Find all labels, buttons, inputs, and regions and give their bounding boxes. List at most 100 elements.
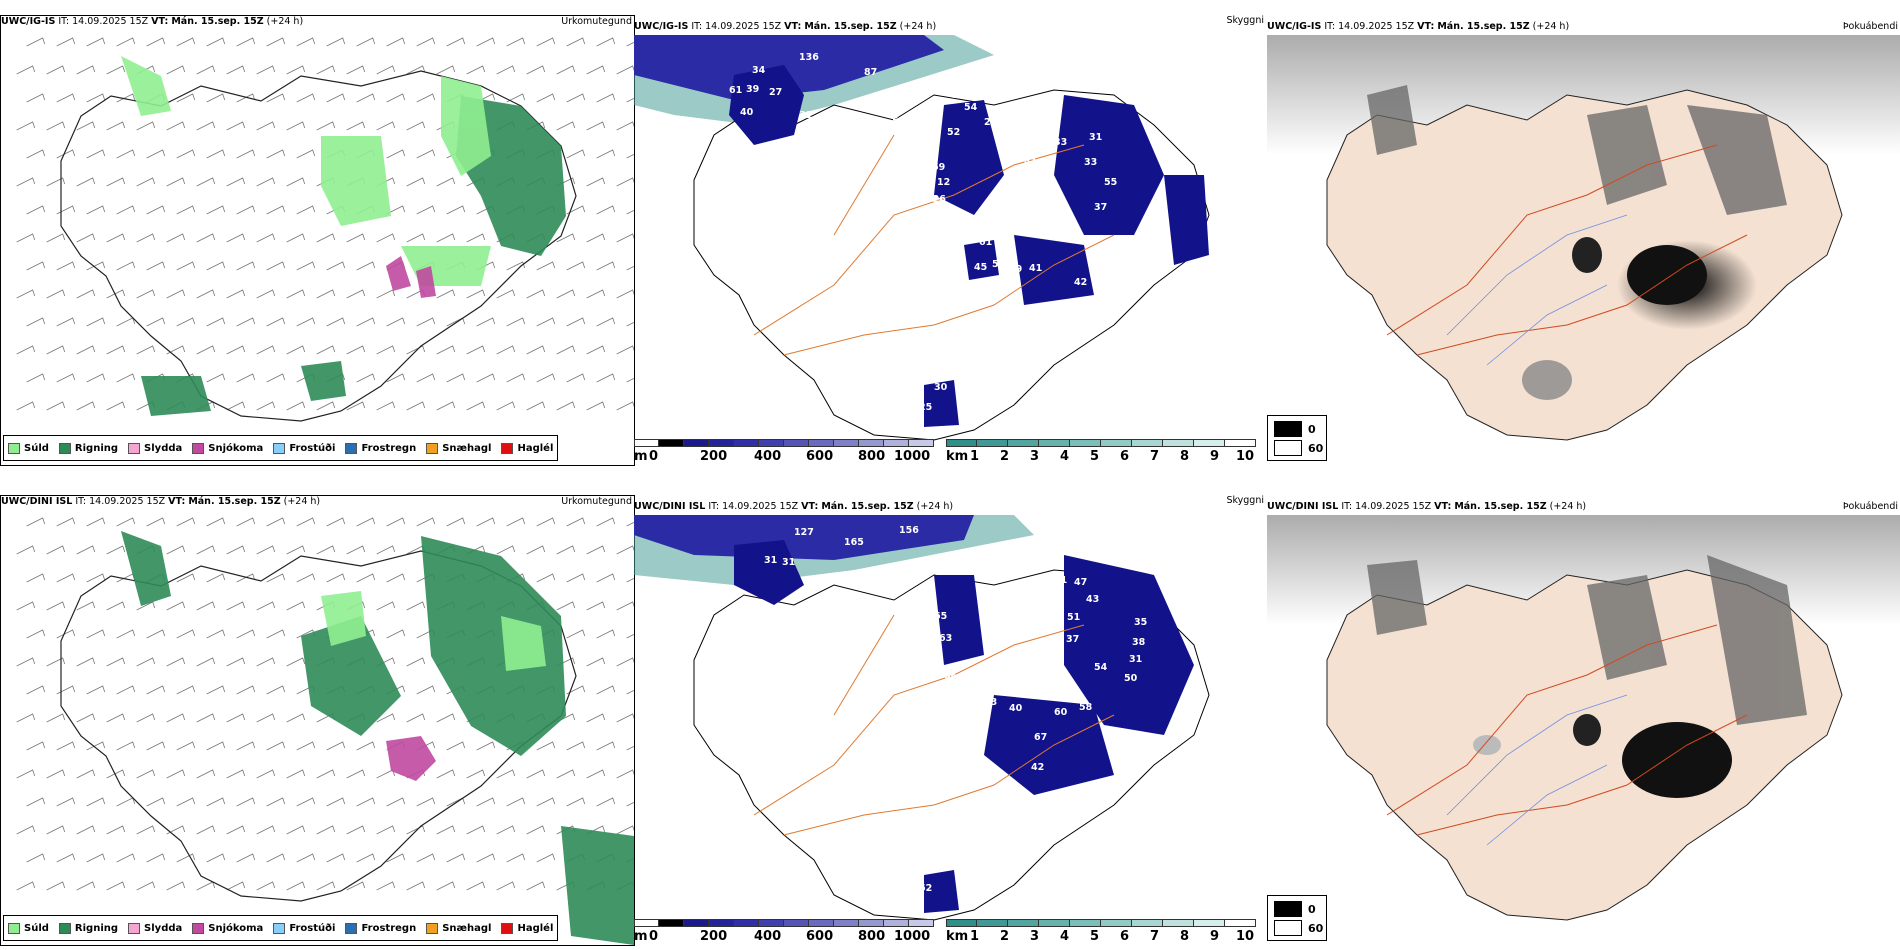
wind-barb [536,317,556,327]
variable-name: Úrkomutegund [561,496,632,507]
wind-barb [566,93,586,103]
wind-barb [176,37,196,47]
wind-barb [256,401,276,411]
wind-barb [356,797,376,807]
wind-barb [416,37,436,47]
wind-barb [476,373,496,383]
vis-tick-7: 7 [1150,929,1160,944]
ceiling-tick-0: 0 [649,929,659,944]
wind-barb [466,769,486,779]
wind-barb [556,345,576,355]
wind-barb [376,713,396,723]
wind-barb [196,233,216,243]
wind-barb [326,261,346,271]
ceiling-value: 40 [1009,703,1023,714]
wind-barb [226,825,246,835]
wind-barb [256,825,276,835]
wind-barb [506,93,526,103]
wind-barb [296,37,316,47]
ceiling-value: 63 [939,633,952,644]
wind-barb [116,317,136,327]
wind-barb [536,797,556,807]
ceiling-value: 39 [804,581,817,592]
wind-barb [296,205,316,215]
wind-barb [206,741,226,751]
wind-barb [236,93,256,103]
wind-barb [286,825,306,835]
wind-barb [596,373,616,383]
wind-barb [286,345,306,355]
wind-barb [586,401,606,411]
wind-barb [566,741,586,751]
wind-barb [106,545,126,555]
wind-barb [196,545,216,555]
wind-barb [56,685,76,695]
wind-barb [266,317,286,327]
wind-barb [26,93,46,103]
precip-map [16,37,634,422]
ceiling-value: 39 [1009,264,1022,275]
wind-barb [406,713,426,723]
wind-barb [556,289,576,299]
precip-panel-row2: UWC/DINI ISL IT: 14.09.2025 15Z VT: Mán.… [0,495,635,946]
wind-barb [536,573,556,583]
wind-barb [166,545,186,555]
wind-barb [466,289,486,299]
wind-barb [406,825,426,835]
wind-barb [536,37,556,47]
wind-barb [166,825,186,835]
wind-barb [116,853,136,863]
legend-item-slydda: Slydda [128,922,182,934]
wind-barb [26,205,46,215]
ceiling-value: 42 [1031,762,1044,773]
wind-barb [406,881,426,891]
wind-barb [526,345,546,355]
wind-barb [206,373,226,383]
wind-barb [226,289,246,299]
panel-header: UWC/DINI ISL IT: 14.09.2025 15Z VT: Mán.… [1,496,321,507]
colorbar-swatch [634,919,659,927]
wind-barb [586,289,606,299]
wind-barb [616,401,634,411]
ceiling-unit: m [634,449,648,464]
wind-barb [286,769,306,779]
legend-item-haglel: Haglél [501,922,553,934]
wind-barb [586,713,606,723]
wind-barb [536,853,556,863]
ceiling-value: 136 [799,52,819,63]
wind-barb [266,93,286,103]
wind-barb [296,853,316,863]
colorbar-swatch [734,439,759,447]
wind-barb [266,573,286,583]
wind-barb [46,825,66,835]
wind-barb [26,853,46,863]
fog-map [1267,35,1900,441]
wind-barb [26,573,46,583]
ceiling-value: 65 [934,611,947,622]
fog-panel-row1: UWC/IG-IS IT: 14.09.2025 15Z VT: Mán. 15… [1267,15,1900,464]
wind-barb [236,685,256,695]
wind-barb [26,685,46,695]
wind-barb [446,373,466,383]
wind-barb [86,517,106,527]
wind-barb [556,65,576,75]
wind-barb [76,345,96,355]
wind-barb [226,233,246,243]
wind-barb [476,797,496,807]
wind-barb [226,65,246,75]
wind-barb [476,741,496,751]
wind-barb [56,629,76,639]
wind-barb [266,373,286,383]
wind-barb [386,373,406,383]
wind-barb [616,657,634,667]
wind-barb [386,797,406,807]
colorbar-swatch [1008,919,1039,927]
wind-barb [316,401,336,411]
wind-barb [326,317,346,327]
colorbar-swatch [1194,919,1225,927]
wind-barb [226,177,246,187]
wind-barb [196,65,216,75]
wind-barb [386,629,406,639]
wind-barb [146,205,166,215]
wind-barb [86,573,106,583]
